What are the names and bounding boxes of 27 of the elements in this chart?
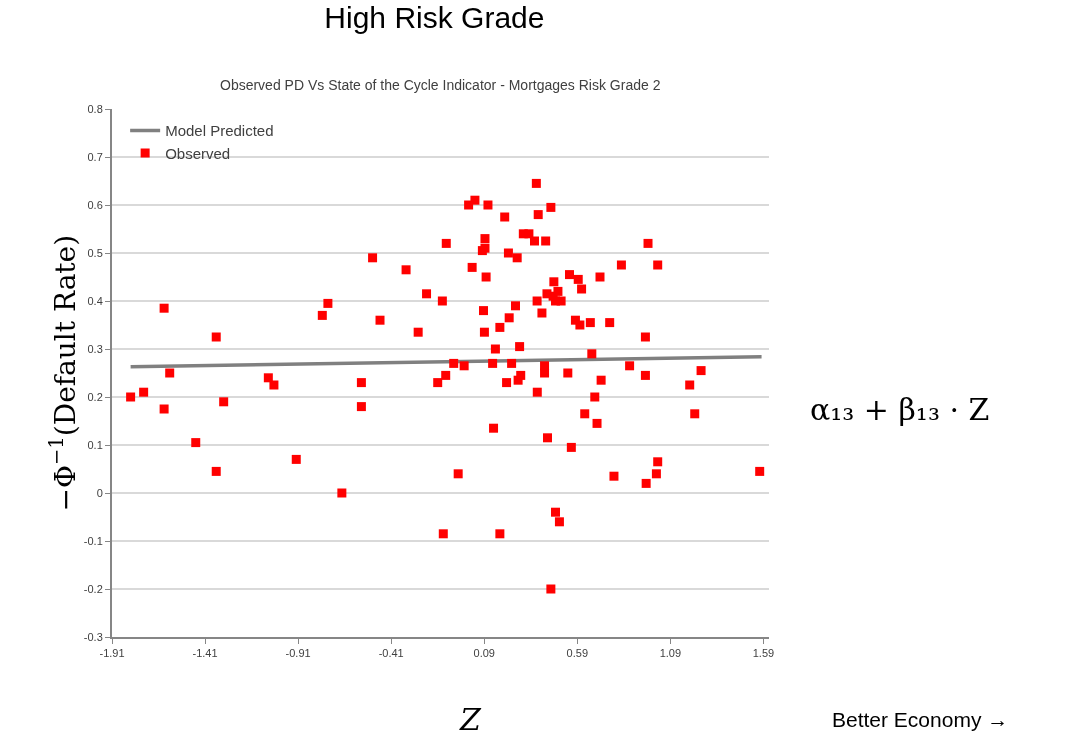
legend-label: Observed <box>165 144 231 162</box>
y-tick-label: 0.5 <box>87 246 103 259</box>
y-tick-label: 0.6 <box>87 198 103 211</box>
chart-subtitle: Observed PD Vs State of the Cycle Indicator - Mortgages Risk Grade 2 <box>220 77 661 93</box>
legend-label: Model Predicted <box>165 122 274 140</box>
x-tick-label: -0.91 <box>285 647 311 660</box>
y-tick-label: 0.3 <box>87 342 103 355</box>
x-tick-label: 1.59 <box>752 647 775 660</box>
x-tick-label: 0.09 <box>473 647 495 660</box>
y-tick-label: 0 <box>96 486 103 499</box>
chart-title: High Risk Grade <box>324 1 545 35</box>
y-tick-label: 0.8 <box>87 102 103 115</box>
y-tick-label: 0.2 <box>87 390 103 403</box>
y-tick-label: 0.4 <box>87 294 103 307</box>
text: Better Economy → <box>832 708 1009 731</box>
y-tick-label: -0.1 <box>83 534 103 547</box>
y-tick-label: 0.7 <box>87 150 103 163</box>
y-tick-label: -0.3 <box>83 630 103 643</box>
text: α₁₃ + β₁₃ · Z <box>810 392 990 427</box>
x-tick-label: 1.09 <box>659 647 682 660</box>
x-tick-label: 0.59 <box>566 647 589 660</box>
x-axis-title: Z <box>459 702 482 737</box>
x-tick-label: -0.41 <box>378 647 404 660</box>
x-tick-label: -1.91 <box>99 647 125 660</box>
x-tick-label: -1.41 <box>192 647 218 660</box>
y-tick-label: -0.2 <box>83 582 103 595</box>
y-tick-label: 0.1 <box>87 438 103 451</box>
